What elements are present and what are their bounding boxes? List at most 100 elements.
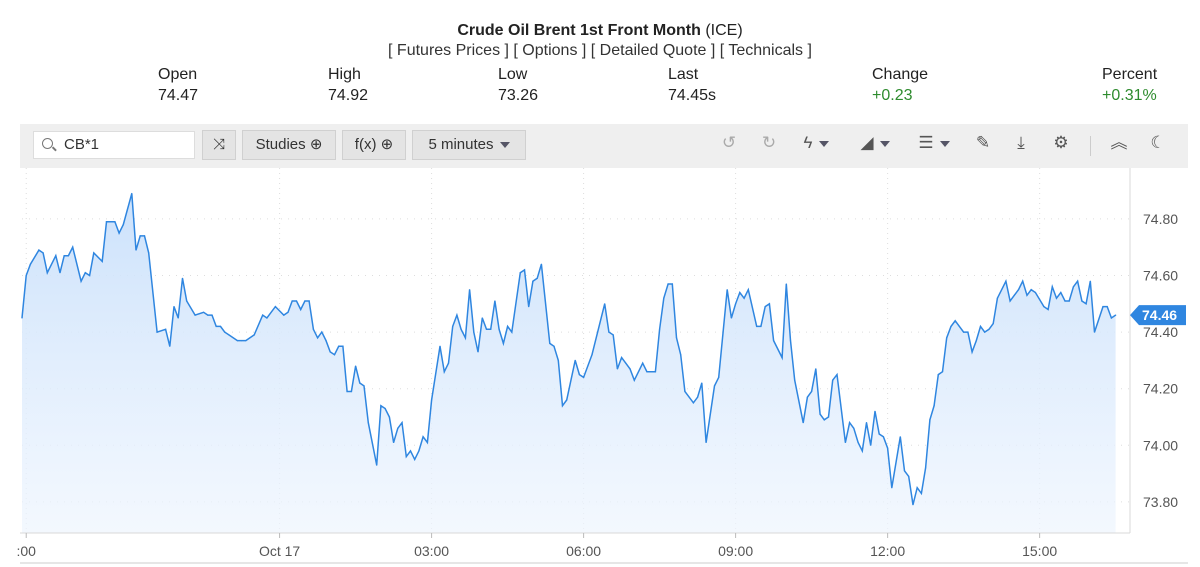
exchange-label: (ICE) (705, 22, 743, 39)
data-point (992, 323, 994, 325)
data-point (912, 504, 914, 506)
last-price-label: 74.46 (1142, 307, 1177, 323)
stat-high: High 74.92 (328, 64, 368, 106)
x-tick-label: Oct 17 (259, 543, 300, 559)
data-point (735, 303, 737, 305)
y-tick-label: 73.80 (1143, 494, 1178, 510)
data-point (181, 277, 184, 279)
y-tick-label: 74.00 (1143, 437, 1178, 453)
link-detailed-quote[interactable]: [ Detailed Quote ] (590, 42, 716, 59)
data-point (485, 328, 488, 330)
data-point (832, 379, 834, 381)
data-point (1022, 280, 1024, 282)
data-point (1060, 291, 1062, 294)
link-technicals[interactable]: [ Technicals ] (719, 42, 812, 59)
data-point (827, 416, 830, 418)
data-point (405, 456, 407, 458)
data-point (156, 331, 158, 333)
instrument-title: Crude Oil Brent 1st Front Month (ICE) (0, 22, 1200, 40)
data-point (697, 396, 699, 398)
data-point (616, 368, 618, 370)
data-point (1013, 294, 1015, 296)
chart-type-icon[interactable]: ◢ (854, 133, 896, 155)
data-point (143, 235, 146, 237)
data-point (629, 368, 631, 370)
x-tick-label: 06:00 (566, 543, 601, 559)
data-point (781, 356, 783, 359)
download-icon[interactable]: ⤓ (1017, 133, 1025, 152)
data-point (93, 252, 95, 254)
data-point (291, 300, 293, 302)
data-point (667, 283, 669, 285)
stat-value: 73.26 (498, 87, 539, 104)
redo-icon[interactable]: ↻ (761, 133, 777, 152)
data-point (659, 328, 661, 330)
fx-button[interactable]: f(x) ⊕ (342, 130, 406, 160)
data-point (388, 416, 390, 418)
data-point (773, 339, 775, 342)
dark-mode-icon[interactable]: ☾ (1150, 133, 1166, 152)
pencil-icon[interactable]: ✎ (975, 133, 991, 152)
data-point (481, 317, 483, 319)
data-point (958, 325, 961, 328)
data-point (502, 342, 504, 345)
data-point (891, 487, 893, 489)
data-point (1077, 280, 1079, 282)
settings-icon[interactable]: ⚙ (1053, 133, 1069, 152)
data-point (1017, 289, 1020, 291)
data-point (177, 317, 179, 319)
data-point (566, 399, 568, 401)
compare-button[interactable]: ⤨ (202, 130, 236, 160)
fx-label: f(x) (354, 136, 377, 153)
data-point (443, 371, 445, 373)
data-point (903, 470, 906, 472)
data-point (59, 272, 61, 274)
interval-select[interactable]: 5 minutes (412, 130, 526, 160)
collapse-icon[interactable]: ︽ (1110, 133, 1128, 152)
data-point (1030, 289, 1032, 291)
data-point (452, 325, 454, 328)
data-point (249, 337, 251, 339)
link-futures-prices[interactable]: [ Futures Prices ] (388, 42, 509, 59)
data-point (397, 427, 399, 429)
data-point (1089, 280, 1091, 282)
data-point (929, 419, 931, 421)
data-point (528, 306, 530, 308)
data-point (941, 371, 944, 373)
link-options[interactable]: [ Options ] (513, 42, 587, 59)
data-point (84, 272, 86, 274)
data-point (312, 328, 314, 330)
data-point (236, 339, 238, 342)
symbol-value: CB*1 (64, 136, 100, 153)
data-point (283, 314, 285, 316)
data-point (608, 331, 610, 333)
data-point (747, 289, 749, 291)
template-icon[interactable]: ☰ (913, 133, 955, 155)
data-point (878, 433, 880, 435)
stat-label: Percent (1102, 66, 1158, 83)
last-price-badge: 74.46 (1130, 305, 1186, 326)
studies-label: Studies (255, 136, 306, 153)
data-point (262, 314, 264, 316)
undo-icon[interactable]: ↺ (721, 133, 737, 152)
symbol-search-input[interactable]: CB*1 (33, 131, 195, 159)
data-point (114, 221, 116, 223)
data-point (823, 419, 825, 421)
data-point (401, 422, 403, 424)
toolbar-divider (1090, 136, 1091, 156)
data-point (1051, 286, 1053, 288)
studies-button[interactable]: Studies ⊕ (242, 130, 336, 160)
data-point (1102, 306, 1104, 308)
data-point (321, 331, 323, 333)
stat-value: +0.31% (1102, 87, 1157, 104)
stat-value: 74.47 (158, 87, 199, 104)
data-point (756, 325, 758, 328)
x-tick-label: :00 (16, 543, 36, 559)
data-point (684, 390, 686, 393)
data-point (633, 379, 635, 381)
data-point (971, 351, 973, 353)
data-point (688, 396, 690, 398)
lightning-icon[interactable]: ϟ (796, 133, 836, 155)
data-point (173, 306, 175, 308)
data-point (148, 252, 150, 254)
